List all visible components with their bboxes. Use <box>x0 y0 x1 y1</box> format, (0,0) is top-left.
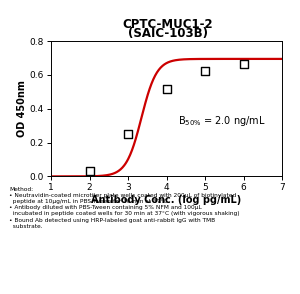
Point <box>202 69 207 73</box>
X-axis label: Antibody Conc. (log pg/mL): Antibody Conc. (log pg/mL) <box>92 195 242 205</box>
Text: B$_{50\%}$ = 2.0 ng/mL: B$_{50\%}$ = 2.0 ng/mL <box>178 113 266 128</box>
Text: CPTC-MUC1-2: CPTC-MUC1-2 <box>123 18 213 31</box>
Point <box>126 132 130 136</box>
Point <box>87 169 92 174</box>
Text: Method:
• Neutravidin-coated microtiter plate wells coated with 200μL of biotiny: Method: • Neutravidin-coated microtiter … <box>9 187 240 229</box>
Text: (SAIC-103B): (SAIC-103B) <box>128 27 208 40</box>
Y-axis label: OD 450nm: OD 450nm <box>17 80 27 137</box>
Point <box>241 62 246 66</box>
Point <box>164 87 169 92</box>
